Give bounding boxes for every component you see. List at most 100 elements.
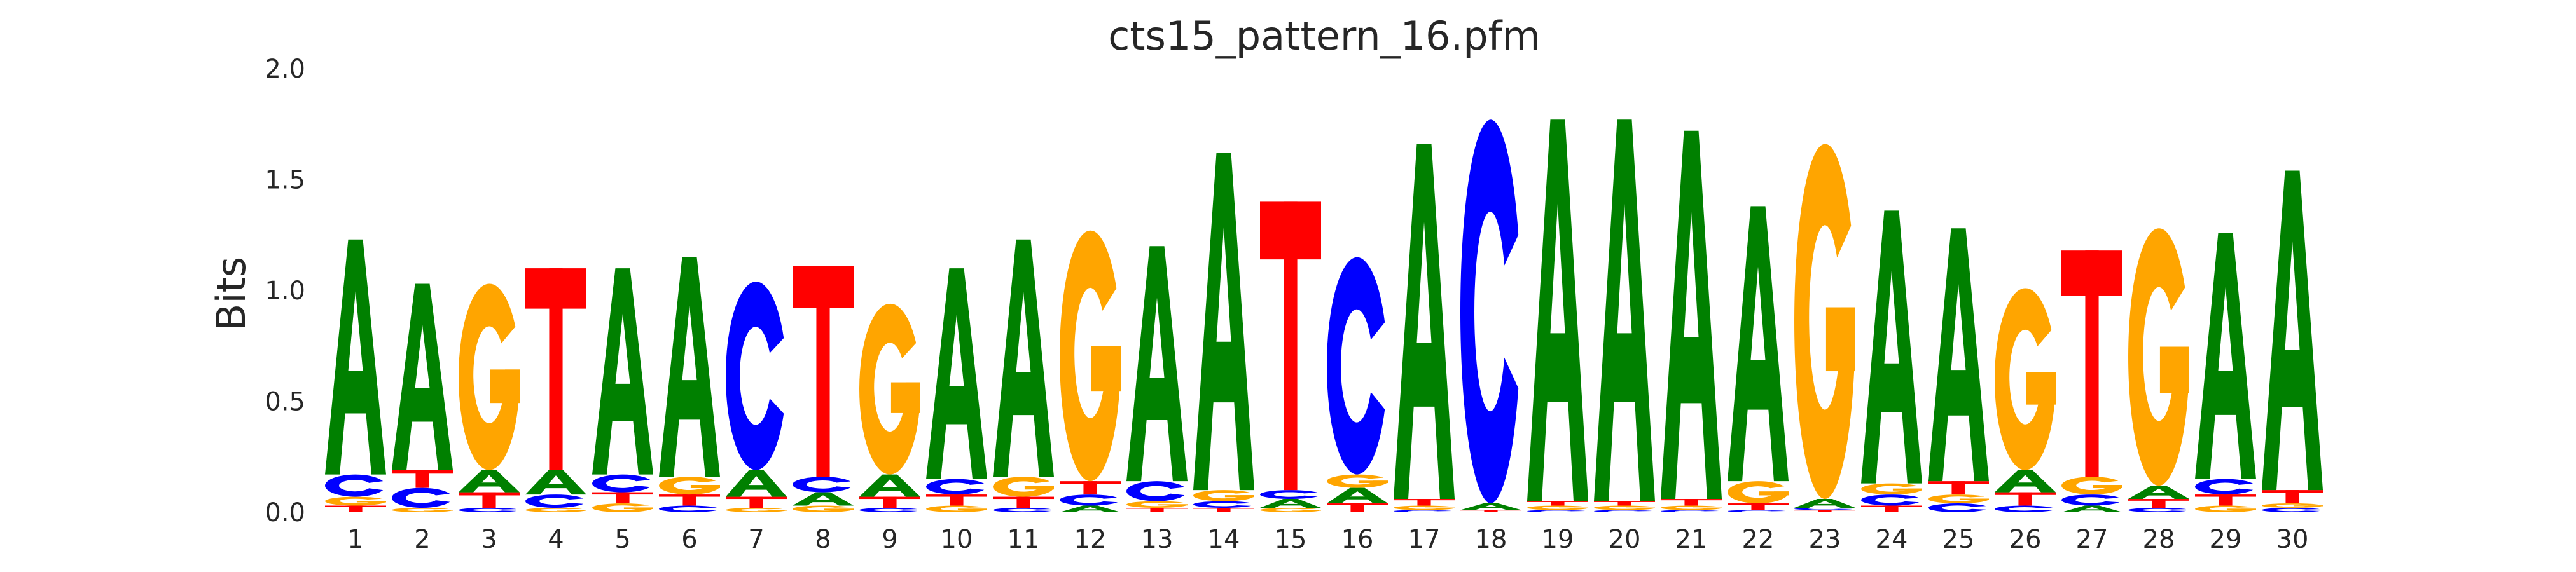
x-tick-label: 13 — [1141, 525, 1174, 554]
logo-column-15 — [1260, 201, 1321, 512]
x-tick-label: 2 — [414, 525, 430, 554]
letter-A — [2195, 233, 2256, 479]
letter-T — [2128, 499, 2189, 508]
chart-title: cts15_pattern_16.pfm — [1108, 13, 1541, 59]
letter-G — [1327, 474, 1388, 488]
letter-G — [2262, 503, 2323, 508]
x-tick-label: 19 — [1542, 525, 1574, 554]
letter-G — [1260, 508, 1321, 512]
x-tick-label: 8 — [815, 525, 831, 554]
y-tick-label: 2.0 — [265, 55, 305, 84]
x-tick-label: 11 — [1008, 525, 1040, 554]
letter-G — [726, 508, 787, 512]
x-tick-label: 17 — [1408, 525, 1441, 554]
letter-T — [1260, 201, 1321, 491]
letter-A — [1193, 153, 1254, 491]
letter-C — [1794, 508, 1853, 510]
x-tick-label: 10 — [941, 525, 973, 554]
letter-G — [1594, 505, 1655, 510]
x-tick-label: 16 — [1341, 525, 1374, 554]
letter-T — [1460, 510, 1521, 512]
letter-C — [1661, 510, 1719, 512]
letter-A — [1527, 119, 1588, 501]
letter-A — [1460, 503, 1521, 510]
x-tick-label: 5 — [614, 525, 630, 554]
letter-C — [926, 479, 985, 495]
x-tick-label: 30 — [2276, 525, 2309, 554]
x-tick-label: 9 — [882, 525, 897, 554]
logo-column-25 — [1928, 228, 1989, 512]
letter-G — [392, 508, 453, 512]
logo-column-3 — [459, 283, 520, 512]
logo-column-21 — [1661, 130, 1722, 512]
letter-C — [1928, 503, 1986, 512]
letter-C — [525, 494, 584, 508]
letter-C — [793, 477, 851, 493]
letter-C — [325, 474, 384, 497]
letter-T — [325, 505, 386, 512]
letter-A — [1995, 470, 2056, 493]
letter-A — [1861, 210, 1922, 484]
letter-A — [2262, 170, 2323, 491]
letter-G — [859, 303, 920, 475]
letter-G — [659, 477, 720, 495]
letter-A — [459, 470, 520, 493]
letter-G — [2195, 505, 2256, 512]
x-tick-label: 27 — [2076, 525, 2109, 554]
letter-A — [592, 268, 653, 475]
letter-T — [1928, 481, 1989, 495]
letter-A — [2061, 505, 2122, 512]
letter-T — [1861, 505, 1922, 512]
letter-A — [1594, 119, 1655, 501]
logo-column-20 — [1594, 119, 1655, 512]
letter-G — [1995, 288, 2056, 470]
x-tick-label: 18 — [1475, 525, 1507, 554]
letter-C — [1394, 510, 1452, 512]
logo-column-23 — [1794, 144, 1855, 512]
y-axis-label: Bits — [208, 257, 254, 330]
letter-C — [392, 487, 450, 508]
letter-G — [2128, 228, 2189, 486]
letter-T — [392, 470, 453, 488]
x-tick-label: 14 — [1208, 525, 1240, 554]
logo-column-12 — [1060, 230, 1121, 512]
y-axis-ticks: 0.0 0.5 1.0 1.5 2.0 — [265, 55, 305, 528]
letter-C — [2128, 508, 2187, 512]
letter-T — [2262, 490, 2323, 504]
letter-G — [1661, 505, 1722, 510]
letter-G — [525, 508, 586, 512]
letter-G — [1193, 490, 1254, 501]
logo-column-27 — [2061, 250, 2122, 512]
letter-T — [793, 266, 854, 477]
letter-G — [592, 503, 653, 512]
letter-G — [926, 505, 987, 512]
letter-T — [1728, 503, 1789, 510]
letter-A — [1794, 499, 1855, 508]
letter-T — [1794, 510, 1855, 512]
letter-A — [926, 268, 987, 479]
logo-column-10 — [926, 268, 987, 512]
logo-column-7 — [726, 282, 787, 512]
letter-C — [1594, 510, 1652, 512]
letter-A — [659, 257, 720, 477]
letter-T — [659, 494, 720, 506]
letter-T — [525, 268, 586, 470]
x-tick-label: 26 — [2009, 525, 2042, 554]
letter-A — [1327, 487, 1388, 504]
letter-C — [2061, 494, 2120, 506]
logo-column-28 — [2128, 228, 2189, 512]
logo-column-26 — [1995, 288, 2056, 512]
letter-T — [1126, 508, 1188, 512]
letter-G — [459, 283, 520, 470]
letter-T — [1527, 501, 1588, 506]
letter-C — [2195, 479, 2254, 495]
logo-column-8 — [793, 266, 854, 512]
letter-G — [1126, 501, 1188, 508]
x-tick-label: 12 — [1074, 525, 1107, 554]
letter-A — [1260, 499, 1321, 508]
logo-column-16 — [1327, 257, 1388, 512]
logo-column-19 — [1527, 119, 1588, 512]
x-tick-label: 15 — [1275, 525, 1307, 554]
letter-G — [793, 505, 854, 512]
letter-G — [1928, 494, 1989, 504]
